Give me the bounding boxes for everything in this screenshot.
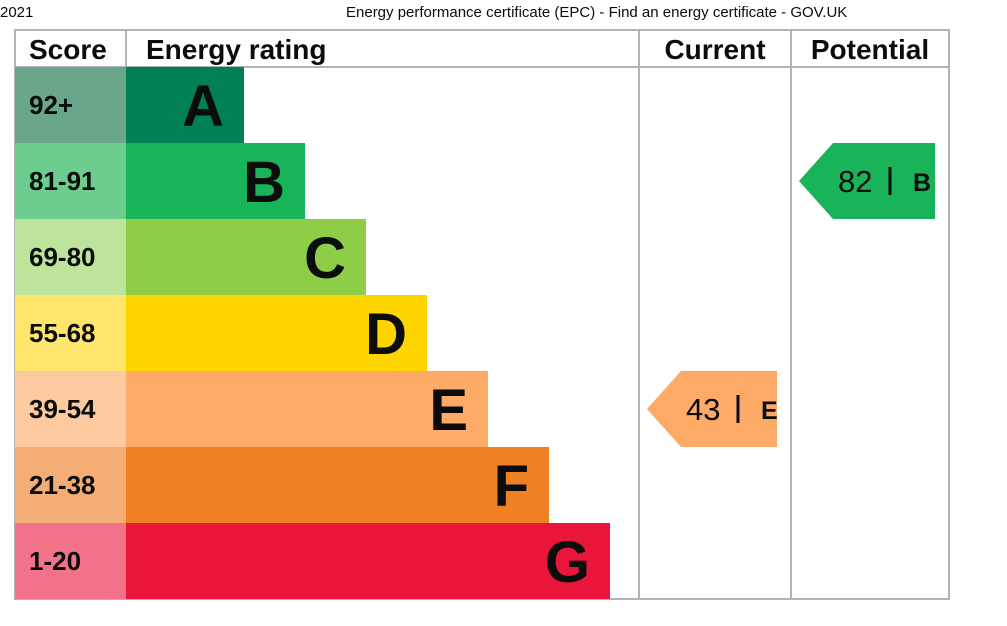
current-rating-arrow: 43 E <box>647 371 778 447</box>
score-header: Score <box>29 34 107 65</box>
score-cell-a <box>15 67 126 143</box>
rating-letter-b: B <box>243 150 285 215</box>
current-arrow-shape <box>647 371 777 447</box>
potential-arrow-shape <box>799 143 935 219</box>
rating-letter-c: C <box>304 226 346 291</box>
score-cell-g <box>15 523 126 599</box>
current-score-value: 43 <box>686 392 720 427</box>
potential-header: Potential <box>811 34 929 65</box>
score-range-f: 21-38 <box>29 470 96 500</box>
score-cell-c <box>15 219 126 295</box>
energy-rating-header: Energy rating <box>146 34 326 65</box>
rating-bar-g <box>126 523 610 599</box>
score-range-b: 81-91 <box>29 166 96 196</box>
rating-bar-c <box>126 219 366 295</box>
rating-bar-b <box>126 143 305 219</box>
score-cell-e <box>15 371 126 447</box>
rating-letter-d: D <box>365 302 407 367</box>
rating-letter-e: E <box>429 378 468 443</box>
score-range-c: 69-80 <box>29 242 96 272</box>
potential-band-letter: B <box>913 169 931 197</box>
rating-bar-a <box>126 67 244 143</box>
score-cell-b <box>15 143 126 219</box>
score-range-d: 55-68 <box>29 318 96 348</box>
potential-score-value: 82 <box>838 164 872 199</box>
current-header: Current <box>664 34 765 65</box>
current-band-letter: E <box>761 397 778 425</box>
rating-bar-f <box>126 447 549 523</box>
score-range-g: 1-20 <box>29 546 81 576</box>
score-range-a: 92+ <box>29 90 73 120</box>
score-cell-f <box>15 447 126 523</box>
rating-letter-a: A <box>182 74 224 139</box>
score-cell-d <box>15 295 126 371</box>
rating-bar-e <box>126 371 488 447</box>
score-range-e: 39-54 <box>29 394 96 424</box>
rating-letter-f: F <box>494 454 529 519</box>
rating-letter-g: G <box>545 530 590 595</box>
rating-bar-d <box>126 295 427 371</box>
potential-rating-arrow: 82 B <box>799 143 935 219</box>
page-title: Energy performance certificate (EPC) - F… <box>346 4 848 21</box>
date-fragment: 2021 <box>0 4 34 21</box>
